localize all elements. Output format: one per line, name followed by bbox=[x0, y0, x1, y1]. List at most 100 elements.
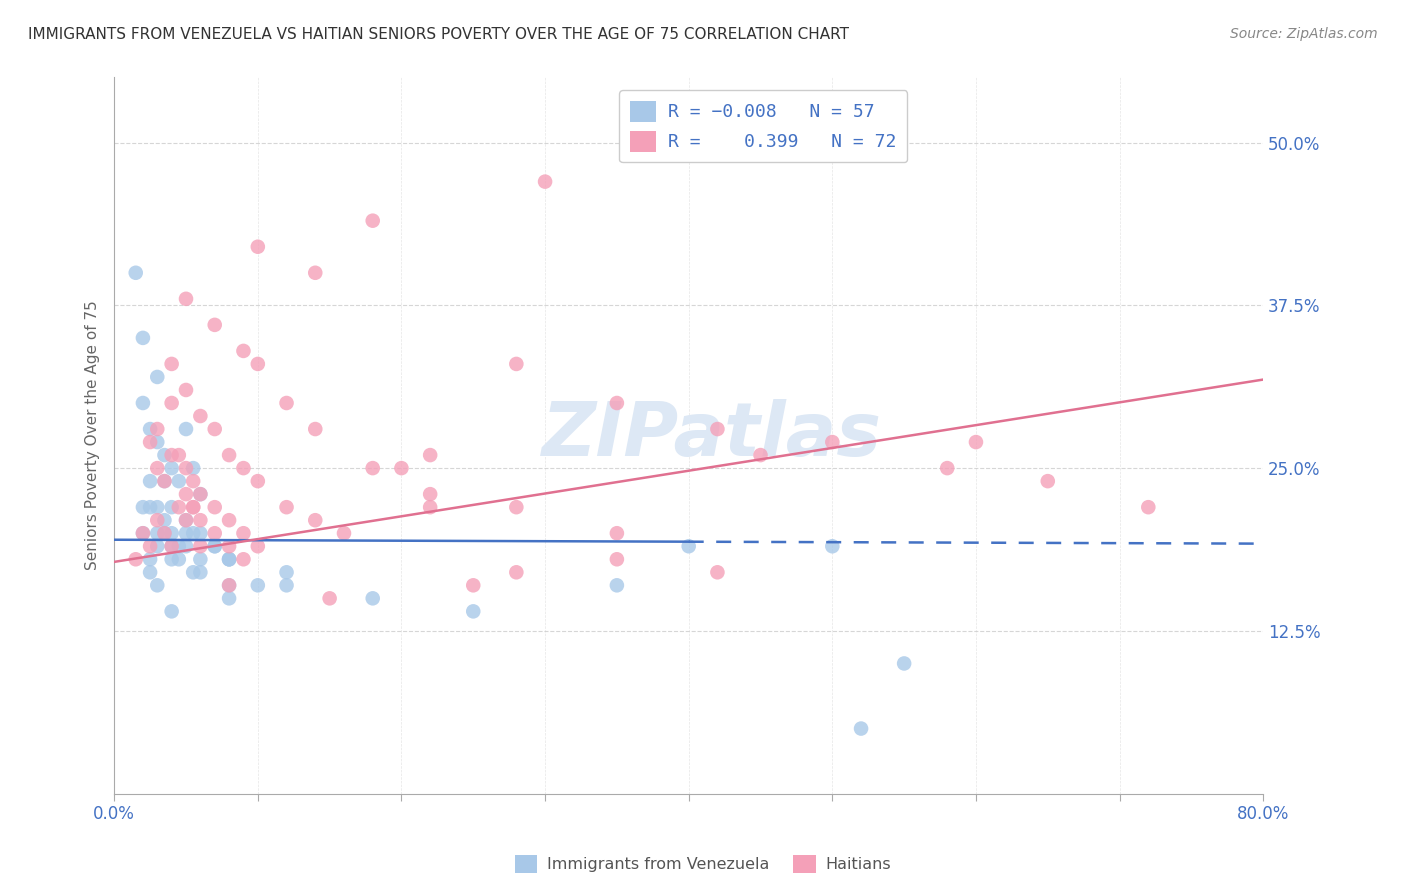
Point bbox=[146, 461, 169, 475]
Point bbox=[419, 500, 441, 515]
Point bbox=[276, 578, 298, 592]
Point bbox=[204, 539, 226, 553]
Point bbox=[304, 513, 326, 527]
Point bbox=[505, 566, 527, 580]
Point bbox=[125, 266, 148, 280]
Point bbox=[204, 539, 226, 553]
Point bbox=[391, 461, 413, 475]
Point bbox=[174, 292, 197, 306]
Text: ZIPatlas: ZIPatlas bbox=[541, 399, 882, 472]
Point bbox=[1137, 500, 1160, 515]
Point bbox=[246, 474, 269, 488]
Point bbox=[132, 500, 155, 515]
Point bbox=[139, 552, 162, 566]
Point bbox=[276, 500, 298, 515]
Point bbox=[246, 357, 269, 371]
Point bbox=[218, 578, 240, 592]
Point bbox=[361, 461, 384, 475]
Point bbox=[361, 213, 384, 227]
Point bbox=[505, 357, 527, 371]
Point bbox=[153, 474, 176, 488]
Point bbox=[139, 539, 162, 553]
Point bbox=[153, 526, 176, 541]
Point bbox=[606, 396, 628, 410]
Point bbox=[190, 566, 212, 580]
Point bbox=[606, 578, 628, 592]
Y-axis label: Seniors Poverty Over the Age of 75: Seniors Poverty Over the Age of 75 bbox=[86, 301, 100, 570]
Point bbox=[190, 539, 212, 553]
Point bbox=[606, 526, 628, 541]
Point bbox=[218, 448, 240, 462]
Point bbox=[160, 539, 183, 553]
Point bbox=[304, 422, 326, 436]
Point bbox=[190, 552, 212, 566]
Point bbox=[160, 357, 183, 371]
Point bbox=[190, 409, 212, 423]
Point bbox=[232, 461, 254, 475]
Point bbox=[304, 266, 326, 280]
Point bbox=[246, 539, 269, 553]
Point bbox=[218, 552, 240, 566]
Point bbox=[204, 318, 226, 332]
Point bbox=[146, 500, 169, 515]
Point bbox=[160, 604, 183, 618]
Point bbox=[419, 448, 441, 462]
Point bbox=[218, 552, 240, 566]
Point bbox=[160, 526, 183, 541]
Point bbox=[218, 539, 240, 553]
Point bbox=[160, 500, 183, 515]
Point bbox=[139, 422, 162, 436]
Point bbox=[505, 500, 527, 515]
Point bbox=[218, 591, 240, 606]
Point bbox=[706, 422, 728, 436]
Point bbox=[276, 566, 298, 580]
Point bbox=[821, 435, 844, 450]
Point bbox=[534, 175, 557, 189]
Point bbox=[139, 500, 162, 515]
Point bbox=[132, 331, 155, 345]
Point bbox=[246, 578, 269, 592]
Point bbox=[174, 513, 197, 527]
Point bbox=[181, 500, 204, 515]
Point bbox=[132, 526, 155, 541]
Point bbox=[153, 448, 176, 462]
Point bbox=[167, 448, 190, 462]
Point bbox=[160, 461, 183, 475]
Point bbox=[181, 461, 204, 475]
Point bbox=[232, 343, 254, 358]
Point bbox=[181, 500, 204, 515]
Point bbox=[190, 487, 212, 501]
Point bbox=[218, 578, 240, 592]
Point bbox=[146, 422, 169, 436]
Point bbox=[181, 526, 204, 541]
Point bbox=[190, 513, 212, 527]
Point bbox=[174, 461, 197, 475]
Point bbox=[606, 552, 628, 566]
Point bbox=[146, 578, 169, 592]
Text: Source: ZipAtlas.com: Source: ZipAtlas.com bbox=[1230, 27, 1378, 41]
Point bbox=[1036, 474, 1059, 488]
Point bbox=[174, 539, 197, 553]
Point bbox=[139, 566, 162, 580]
Point bbox=[190, 526, 212, 541]
Point bbox=[419, 487, 441, 501]
Point bbox=[361, 591, 384, 606]
Point bbox=[167, 552, 190, 566]
Point bbox=[167, 500, 190, 515]
Point bbox=[204, 422, 226, 436]
Point bbox=[174, 487, 197, 501]
Point bbox=[181, 474, 204, 488]
Point bbox=[146, 539, 169, 553]
Point bbox=[678, 539, 700, 553]
Point bbox=[232, 526, 254, 541]
Point bbox=[849, 722, 872, 736]
Point bbox=[190, 487, 212, 501]
Point bbox=[463, 604, 485, 618]
Point bbox=[160, 552, 183, 566]
Point bbox=[893, 657, 915, 671]
Point bbox=[936, 461, 959, 475]
Point bbox=[153, 513, 176, 527]
Point bbox=[153, 474, 176, 488]
Point bbox=[167, 539, 190, 553]
Point bbox=[146, 370, 169, 384]
